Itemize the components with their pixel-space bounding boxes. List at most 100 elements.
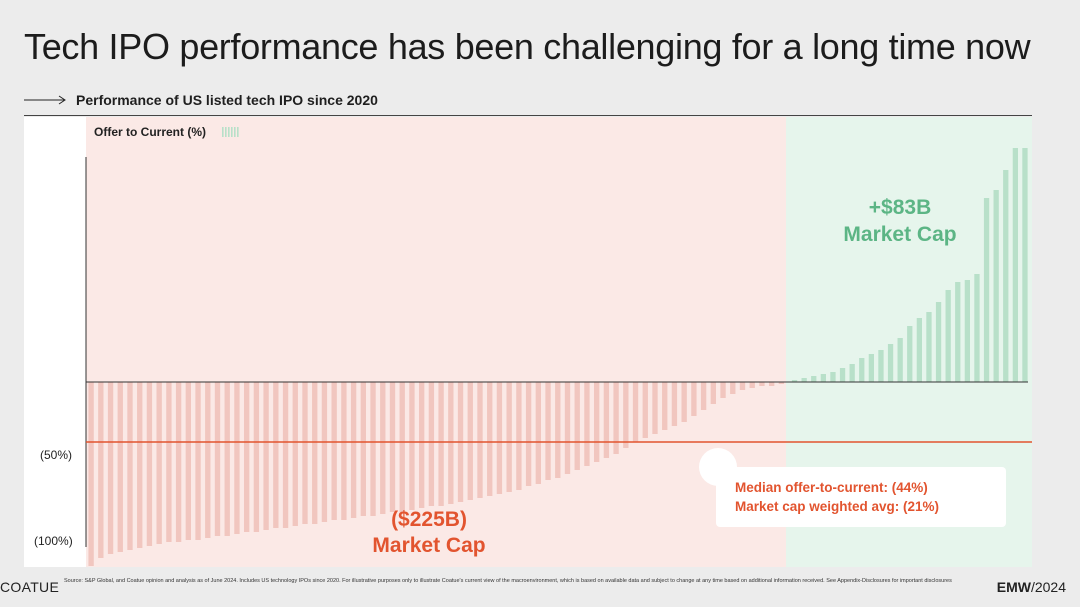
bar-positive bbox=[811, 376, 817, 382]
bar-negative bbox=[409, 382, 415, 510]
bar-negative bbox=[652, 382, 658, 434]
bar-negative bbox=[477, 382, 483, 498]
bar-negative bbox=[185, 382, 191, 540]
legend-swatch-bar bbox=[228, 127, 230, 137]
bar-positive bbox=[993, 190, 999, 382]
negative-region-bg bbox=[86, 117, 786, 567]
bar-negative bbox=[88, 382, 94, 566]
bar-positive bbox=[801, 378, 807, 382]
bar-negative bbox=[759, 382, 765, 386]
bar-positive bbox=[887, 344, 894, 382]
bar-negative bbox=[331, 382, 337, 520]
bar-negative bbox=[506, 382, 512, 492]
bar-negative bbox=[739, 382, 746, 390]
bar-negative bbox=[370, 382, 376, 516]
bar-negative bbox=[107, 382, 114, 554]
negative-marketcap-label: Market Cap bbox=[372, 534, 485, 557]
y-tick-label: (50%) bbox=[40, 448, 73, 462]
bar-negative bbox=[691, 382, 697, 416]
bar-negative bbox=[418, 382, 425, 508]
bar-positive bbox=[868, 354, 874, 382]
chart-panel: Offer to Current (%) +$83B Market Cap ($… bbox=[24, 117, 1032, 567]
bar-negative bbox=[700, 382, 707, 410]
median-callout-box bbox=[716, 467, 1006, 527]
bar-positive bbox=[916, 318, 922, 382]
bar-negative bbox=[730, 382, 736, 394]
bar-negative bbox=[555, 382, 561, 478]
bar-positive bbox=[859, 358, 865, 382]
bar-positive bbox=[974, 274, 980, 382]
bar-positive bbox=[945, 290, 951, 382]
bar-negative bbox=[603, 382, 610, 458]
bar-positive bbox=[830, 372, 836, 382]
median-callout-text: Median offer-to-current: (44%) bbox=[735, 480, 928, 495]
event-name: EMW bbox=[996, 579, 1031, 595]
bar-negative bbox=[564, 382, 571, 474]
bar-negative bbox=[146, 382, 153, 546]
bar-negative bbox=[302, 382, 308, 524]
bar-positive bbox=[955, 282, 961, 382]
bar-negative bbox=[312, 382, 318, 524]
chart-subtitle: Performance of US listed tech IPO since … bbox=[76, 92, 378, 108]
bar-negative bbox=[438, 382, 444, 506]
bar-negative bbox=[574, 382, 580, 470]
bar-negative bbox=[253, 382, 260, 532]
weighted-avg-callout-text: Market cap weighted avg: (21%) bbox=[735, 499, 939, 514]
bar-negative bbox=[662, 382, 668, 430]
positive-marketcap-label: Market Cap bbox=[843, 223, 956, 246]
bar-negative bbox=[350, 382, 357, 518]
bar-negative bbox=[778, 382, 785, 384]
y-tick-label: (100%) bbox=[34, 534, 73, 548]
bar-negative bbox=[487, 382, 493, 496]
legend-swatch-bar bbox=[222, 127, 224, 137]
bar-negative bbox=[389, 382, 396, 512]
bar-negative bbox=[292, 382, 298, 526]
bar-negative bbox=[642, 382, 648, 438]
bar-positive bbox=[820, 374, 826, 382]
bar-negative bbox=[428, 382, 435, 506]
legend-swatch-bar bbox=[231, 127, 233, 137]
source-footnote: Source: S&P Global, and Coatue opinion a… bbox=[64, 578, 952, 584]
event-tag: EMW/2024 bbox=[997, 579, 1066, 595]
bar-negative bbox=[175, 382, 182, 542]
bar-positive bbox=[1003, 170, 1009, 382]
bar-negative bbox=[448, 382, 454, 504]
bar-negative bbox=[623, 382, 629, 448]
positive-marketcap-amount: +$83B bbox=[869, 196, 931, 219]
bar-negative bbox=[156, 382, 162, 544]
bar-positive bbox=[1012, 148, 1018, 382]
bar-positive bbox=[839, 368, 846, 382]
bar-positive bbox=[878, 350, 884, 382]
bar-positive bbox=[935, 302, 942, 382]
bar-negative bbox=[273, 382, 279, 528]
bar-positive bbox=[791, 380, 798, 382]
bar-negative bbox=[613, 382, 619, 454]
bar-negative bbox=[584, 382, 590, 466]
bar-negative bbox=[321, 382, 328, 522]
bar-negative bbox=[399, 382, 405, 512]
legend-swatch-bar bbox=[225, 127, 227, 137]
bar-negative bbox=[205, 382, 211, 538]
bar-negative bbox=[516, 382, 522, 490]
bar-negative bbox=[380, 382, 386, 514]
bar-negative bbox=[195, 382, 201, 540]
bar-negative bbox=[710, 382, 716, 404]
bar-positive bbox=[1022, 148, 1028, 382]
bar-negative bbox=[535, 382, 541, 484]
legend-swatch-bar bbox=[234, 127, 236, 137]
slide-title: Tech IPO performance has been challengin… bbox=[24, 26, 1031, 67]
bar-negative bbox=[224, 382, 230, 536]
bar-negative bbox=[671, 382, 678, 426]
bar-negative bbox=[749, 382, 755, 388]
bar-negative bbox=[545, 382, 551, 480]
bar-negative bbox=[263, 382, 269, 530]
bar-negative bbox=[341, 382, 347, 520]
event-year: /2024 bbox=[1030, 579, 1066, 595]
ipo-performance-chart: Offer to Current (%) +$83B Market Cap ($… bbox=[85, 117, 1032, 567]
bar-positive bbox=[926, 312, 932, 382]
arrow-right-icon bbox=[24, 95, 66, 105]
bar-positive bbox=[964, 280, 970, 382]
bar-negative bbox=[681, 382, 687, 422]
legend-swatch-bar bbox=[237, 127, 239, 137]
bar-negative bbox=[720, 382, 726, 398]
